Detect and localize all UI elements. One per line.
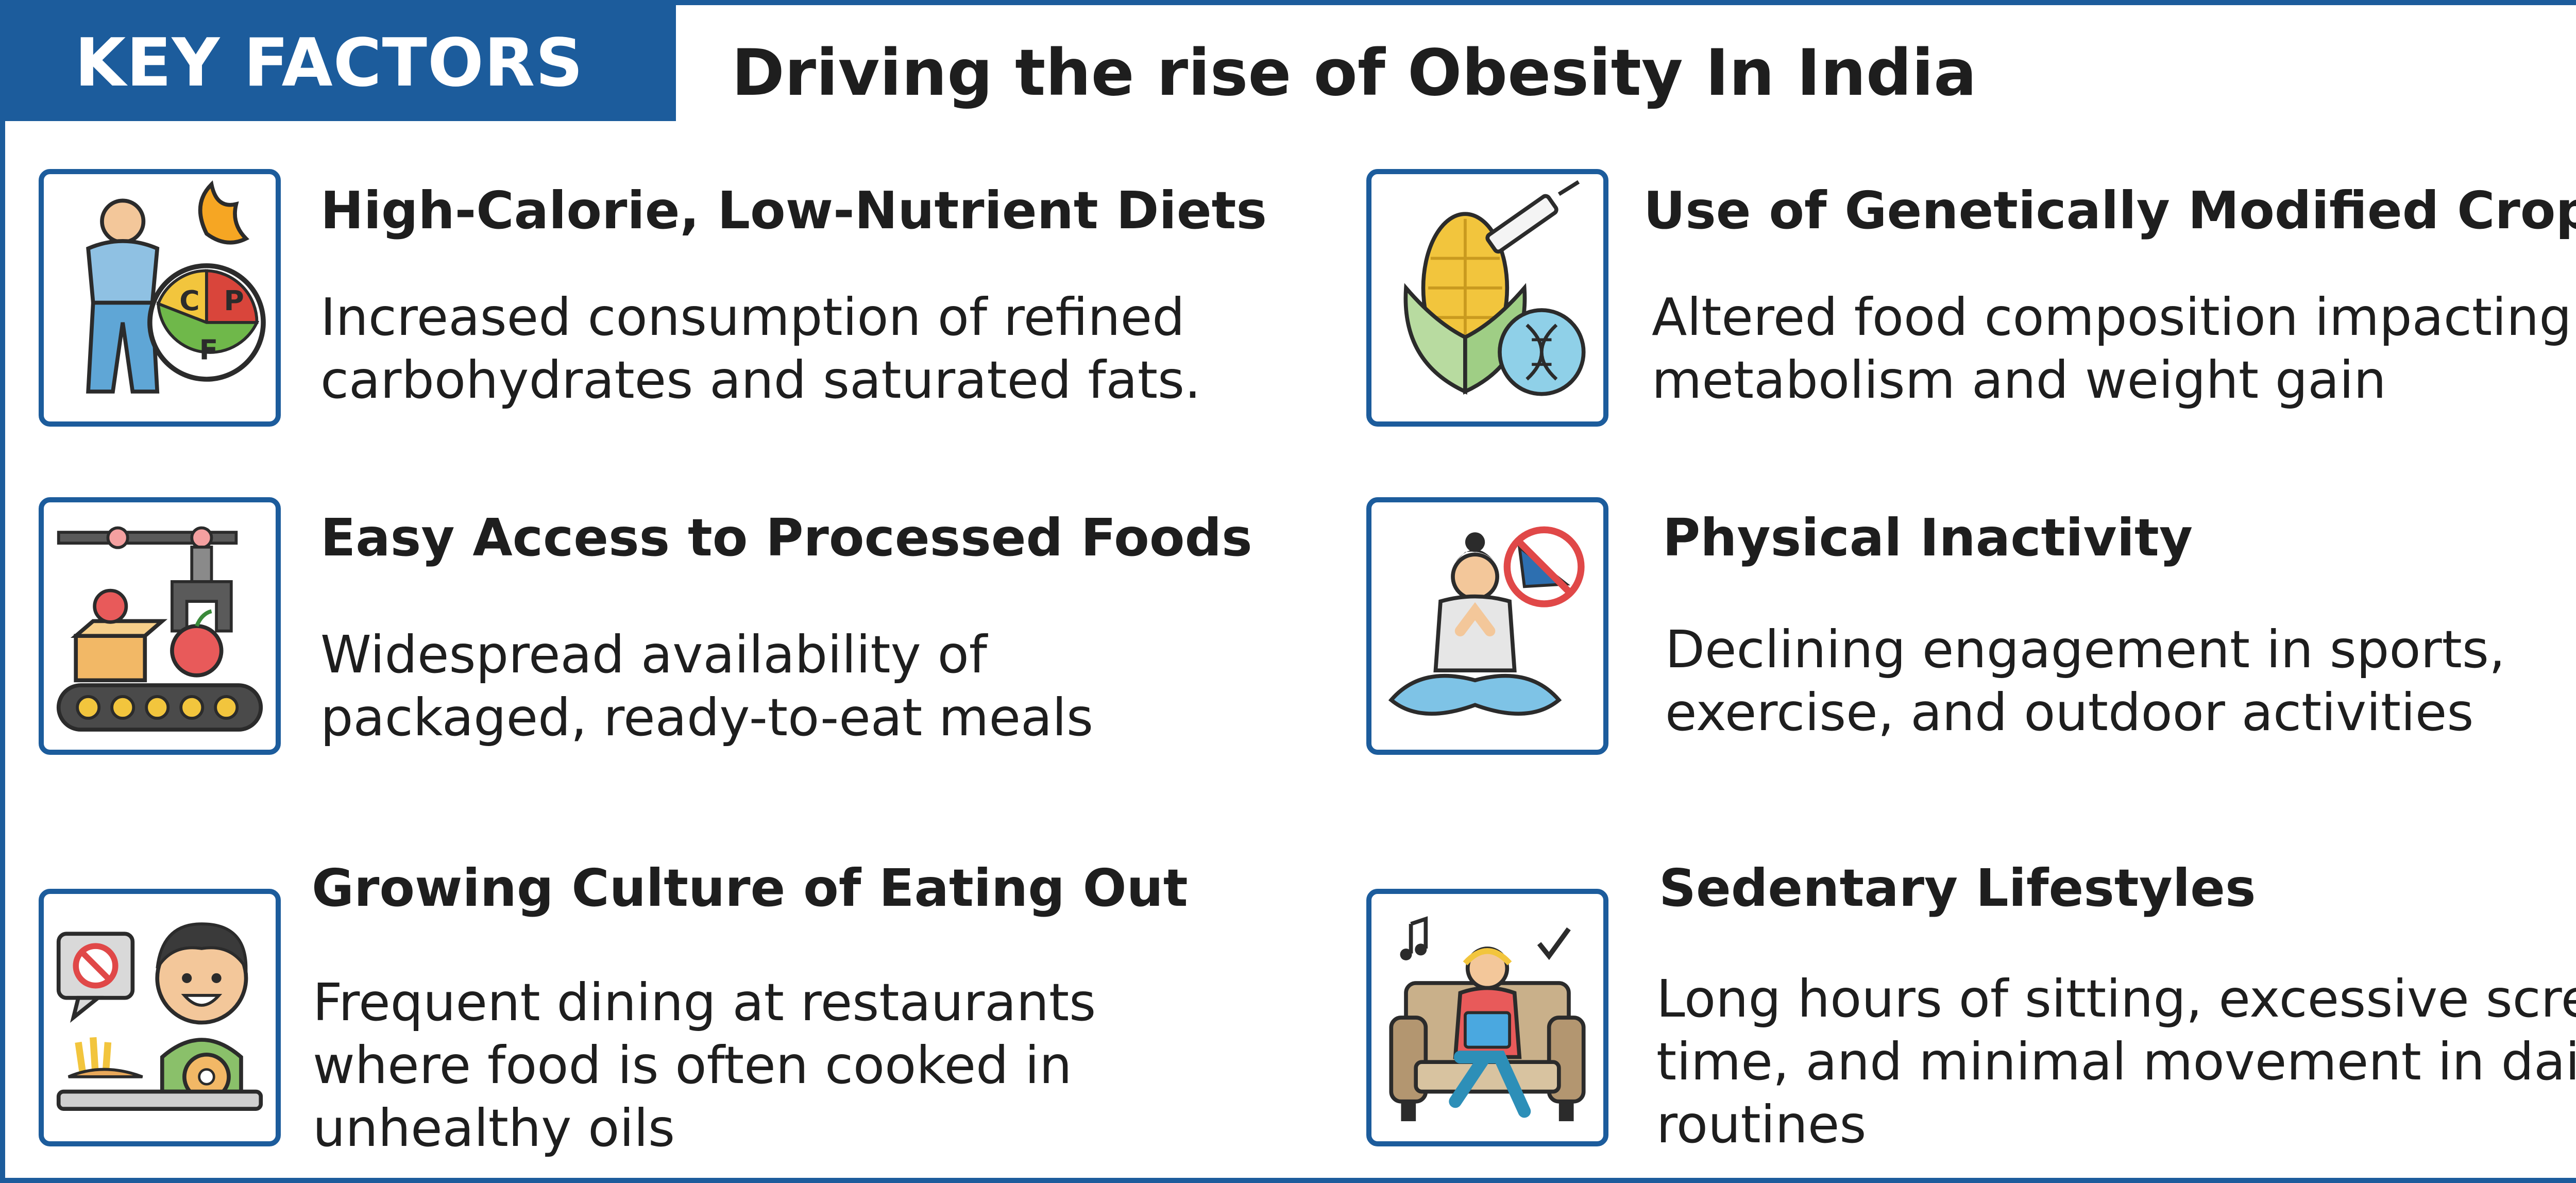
factor-heading: Physical Inactivity [1663,508,2193,568]
factor-icon-box [39,497,281,755]
factor-description: Frequent dining at restaurants where foo… [313,971,1096,1160]
gm-corn-icon [1403,180,1586,396]
factor-description-line: carbohydrates and saturated fats. [320,350,1201,410]
factor-heading: Growing Culture of Eating Out [312,858,1188,918]
factor-icon-box [1366,169,1608,427]
factor-icon-box [39,889,281,1146]
factor-description: Declining engagement in sports, exercise… [1665,618,2505,744]
factor-heading: Sedentary Lifestyles [1659,858,2256,918]
factor-description-line: metabolism and weight gain [1652,350,2386,410]
sitting-person-no-exercise-icon [1388,526,1585,716]
factor-description-line: Altered food composition impacting [1652,287,2572,347]
factor-description-line: Frequent dining at restaurants [313,972,1096,1033]
diet-macros-icon: C P F [86,180,266,394]
eating-out-icon [56,922,263,1111]
factor-description-line: time, and minimal movement in daily [1656,1032,2576,1092]
factor-description-line: routines [1656,1094,1867,1155]
sedentary-couch-icon [1389,916,1586,1122]
factor-description: Altered food composition impacting metab… [1652,286,2572,412]
factor-description: Widespread availability of packaged, rea… [320,623,1093,749]
factor-heading: Use of Genetically Modified Crops [1643,180,2576,241]
page-title: Driving the rise of Obesity In India [732,36,1977,110]
conveyor-belt-icon [56,526,263,732]
factor-description: Increased consumption of refined carbohy… [320,286,1201,412]
key-factors-tag: KEY FACTORS [5,5,676,121]
macro-fat-label: F [199,334,218,366]
factor-icon-box [1366,889,1608,1146]
factor-heading: Easy Access to Processed Foods [320,508,1252,568]
factor-description: Long hours of sitting, excessive screen … [1656,968,2576,1156]
macro-carb-label: C [179,284,199,317]
factor-description-line: Widespread availability of [320,624,987,685]
factor-description-line: packaged, ready-to-eat meals [320,687,1094,748]
factor-description-line: exercise, and outdoor activities [1665,682,2474,742]
factor-description-line: Long hours of sitting, excessive screen [1656,969,2576,1029]
factor-description-line: unhealthy oils [313,1098,675,1158]
factor-icon-box: C P F [39,169,281,427]
factor-description-line: where food is often cooked in [313,1035,1072,1095]
factor-icon-box [1366,497,1608,755]
factor-description-line: Increased consumption of refined [320,287,1185,347]
factor-heading: High-Calorie, Low-Nutrient Diets [320,180,1267,241]
macro-protein-label: P [224,284,244,317]
factor-description-line: Declining engagement in sports, [1665,619,2505,680]
